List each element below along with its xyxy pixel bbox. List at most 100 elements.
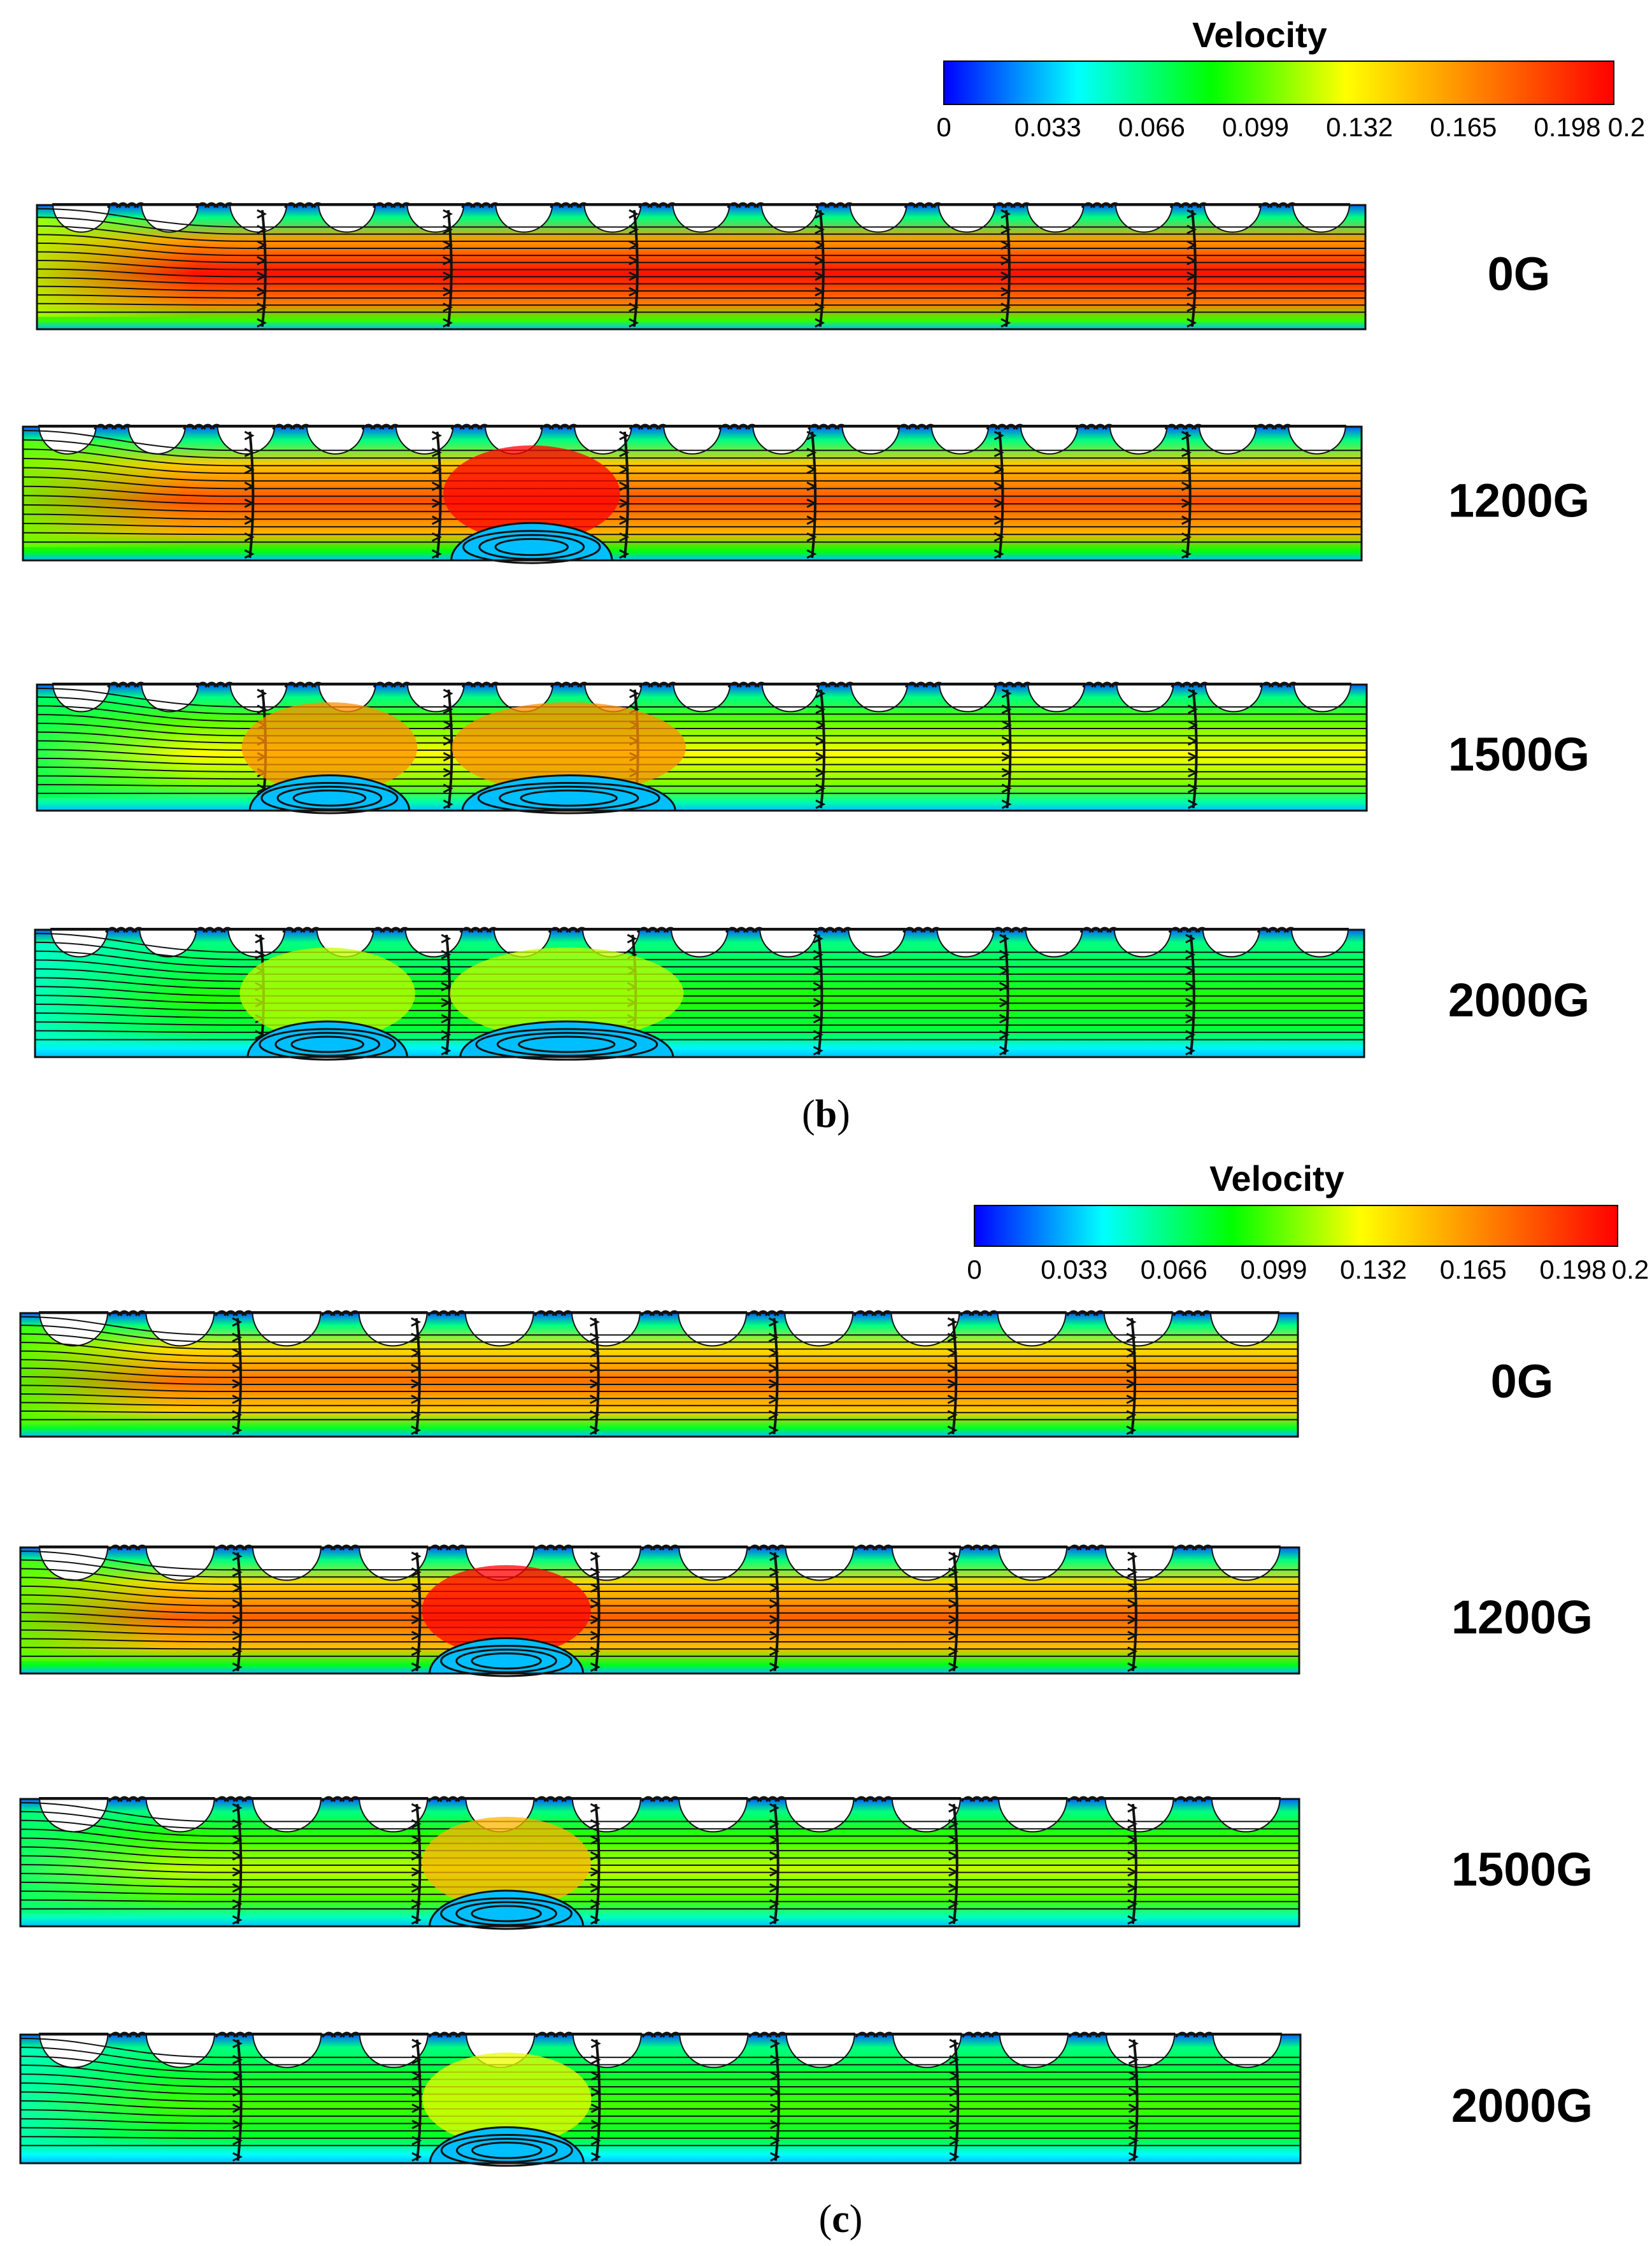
flow-arrow — [806, 515, 817, 525]
flow-arrow — [589, 1379, 600, 1389]
flow-arrow — [806, 464, 817, 474]
eddy-stroke — [1067, 1544, 1082, 1551]
flow-arrow — [1128, 2103, 1139, 2114]
recirculation-zone — [443, 445, 620, 564]
eddy-stroke — [552, 1310, 567, 1316]
flow-arrow — [993, 481, 1004, 492]
flow-arrow — [1188, 704, 1199, 714]
eddy-stroke — [534, 1796, 549, 1802]
flow-arrow — [257, 688, 267, 699]
eddy-stroke — [854, 1796, 869, 1802]
flow-arrow — [232, 2103, 243, 2114]
flow-arrow — [431, 448, 442, 457]
eddy-stroke — [1081, 202, 1096, 208]
eddy-stroke — [215, 2031, 230, 2038]
flow-arrow — [411, 1425, 422, 1435]
arrow-column — [1189, 934, 1195, 1055]
recirculation-zone — [239, 948, 415, 1061]
eddy-stroke — [911, 927, 926, 933]
streamline — [20, 1402, 1298, 1407]
flow-arrow — [232, 2071, 243, 2081]
eddy-stroke — [1265, 927, 1281, 933]
eddy-stroke — [339, 1796, 354, 1802]
flow-arrow — [619, 481, 630, 492]
flow-arrow — [1127, 1851, 1138, 1861]
streamline — [34, 941, 1364, 960]
eddy-stroke — [1253, 423, 1269, 430]
eddy-stroke — [725, 927, 740, 933]
eddy-stroke — [1088, 927, 1103, 933]
streamline — [20, 1359, 1298, 1371]
flow-arrow — [232, 1851, 243, 1861]
flow-arrow — [441, 982, 452, 992]
streamline — [20, 1568, 1299, 1585]
flow-arrow — [948, 1615, 959, 1624]
row-label: 1200G — [1451, 1591, 1593, 1644]
arrow-column — [236, 1803, 243, 1924]
eddy-stroke — [1009, 927, 1023, 933]
eddy-stroke — [638, 202, 653, 208]
streamline — [20, 1316, 1298, 1336]
flow-arrow — [806, 448, 817, 457]
flow-arrow — [232, 1615, 243, 1624]
flow-arrow — [443, 271, 453, 281]
eddy-stroke — [913, 202, 927, 208]
flow-arrow — [769, 1883, 780, 1893]
eddy-stroke — [445, 1310, 460, 1316]
wall-notch — [760, 203, 819, 233]
eddy-stroke — [224, 1544, 238, 1551]
flow-arrow — [244, 430, 255, 441]
flow-arrow — [619, 464, 630, 474]
flow-arrow — [1185, 934, 1196, 944]
panel-b: 0G 1200G 1500G 2000G — [22, 202, 1590, 1061]
flow-arrow — [443, 209, 453, 219]
wall-notch — [359, 1797, 429, 1833]
eddy-stroke — [201, 423, 215, 430]
flow-arrow — [948, 1883, 959, 1893]
flow-arrow — [411, 1583, 422, 1593]
wall-notch — [145, 2033, 215, 2068]
flow-arrow — [257, 255, 267, 266]
eddy-stroke — [388, 927, 403, 933]
streamline — [36, 766, 1367, 772]
eddy-stroke — [637, 423, 653, 430]
eddy-stroke — [1267, 202, 1282, 208]
eddy-stroke — [321, 1796, 336, 1802]
eddy-stroke — [117, 1310, 132, 1316]
streamline — [34, 1004, 1364, 1011]
streamline — [20, 2065, 1300, 2080]
streamline — [20, 2100, 1300, 2110]
wall-notch — [891, 1546, 961, 1581]
streamline — [36, 757, 1367, 765]
vortex-ring — [292, 789, 367, 807]
flow-arrow — [232, 1425, 243, 1435]
wall-notch — [848, 928, 906, 958]
eddy-stroke — [991, 927, 1006, 933]
vortex-ring — [455, 2138, 558, 2163]
colorbar-tick-label: 0.165 — [1440, 1254, 1507, 1284]
flow-arrow — [815, 704, 826, 714]
flow-arrow — [770, 2119, 781, 2129]
flow-arrow — [244, 515, 255, 525]
eddy-stroke — [543, 1310, 558, 1316]
wall-notch — [141, 203, 199, 233]
flow-arrow — [232, 1646, 243, 1656]
wall-notch — [679, 2033, 749, 2068]
arrow-column — [1006, 689, 1012, 809]
streamline — [20, 1620, 1299, 1628]
flow-arrow — [770, 2152, 781, 2162]
eddy-stroke — [534, 1310, 549, 1316]
flow-arrow — [232, 2152, 243, 2162]
arrow-column — [952, 1803, 958, 1924]
wall-notch — [358, 1311, 428, 1347]
eddy-stroke — [718, 423, 733, 430]
streamline — [20, 2109, 1300, 2117]
eddy-stroke — [1277, 681, 1292, 688]
wall-notch — [1026, 203, 1085, 233]
eddy-stroke — [373, 681, 388, 688]
flow-arrow — [1188, 767, 1199, 778]
colorbar-ticks: 0 0.033 0.066 0.099 0.132 0.165 0.198 0.2 — [936, 112, 1645, 142]
vortex-bubble — [429, 2126, 585, 2164]
colorbar-title: Velocity — [1209, 1158, 1344, 1198]
eddy-stroke — [641, 1796, 656, 1802]
